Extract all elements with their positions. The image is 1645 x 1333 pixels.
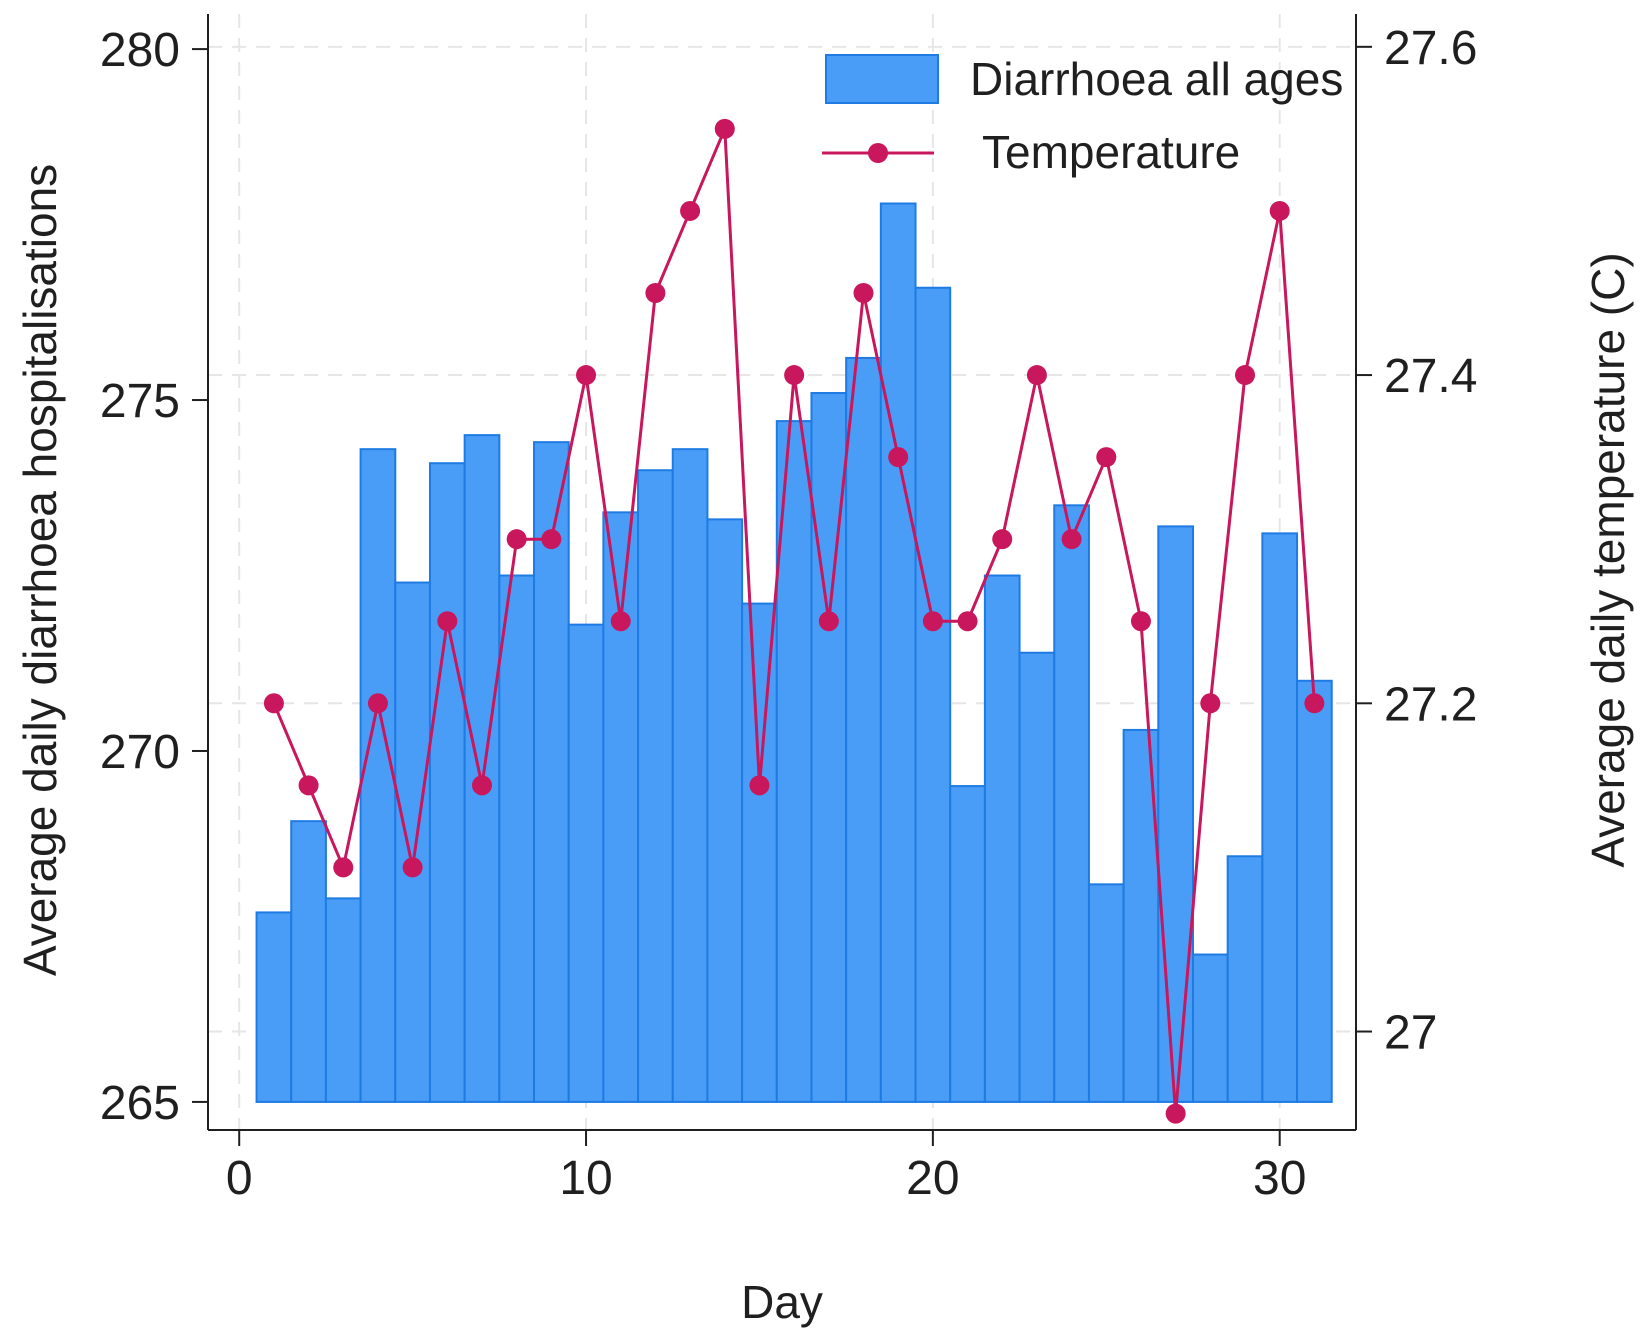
- legend-bar-swatch: [825, 54, 939, 104]
- bar-day-24: [1053, 504, 1090, 1103]
- y-left-axis-title: Average daily diarrhoea hospitalisations: [14, 164, 66, 976]
- x-tick-label-2: 20: [906, 1152, 959, 1205]
- bar-day-12: [637, 469, 674, 1103]
- temperature-point-day-25: [1096, 447, 1117, 468]
- axes-layer: 0 10 20 30 265 270 275 280 27 27.2 27.4 27.6: [100, 14, 1477, 1205]
- bar-day-7: [463, 434, 501, 1103]
- bar-day-14: [706, 518, 744, 1103]
- temperature-point-day-19: [888, 447, 909, 468]
- y-right-tick-label-2: 27.4: [1384, 350, 1477, 403]
- y-left-tick-label-3: 280: [100, 24, 180, 77]
- temperature-point-day-18: [853, 283, 874, 303]
- bar-day-28: [1191, 953, 1229, 1103]
- bar-day-11: [602, 511, 640, 1103]
- legend: Diarrhoea all ages Temperature: [822, 53, 1343, 178]
- bar-day-5: [394, 581, 431, 1103]
- temperature-point-day-17: [818, 611, 839, 632]
- bar-day-22: [983, 574, 1021, 1103]
- legend-bar-label: Diarrhoea all ages: [970, 53, 1343, 105]
- temperature-point-day-27: [1165, 1103, 1186, 1124]
- bar-day-21: [949, 785, 986, 1103]
- bar-day-2: [290, 820, 327, 1103]
- temperature-point-day-13: [680, 200, 701, 221]
- bar-day-13: [671, 448, 709, 1103]
- temperature-point-day-12: [645, 283, 666, 303]
- temperature-point-day-30: [1269, 200, 1290, 221]
- temperature-point-day-5: [402, 857, 423, 878]
- bar-day-23: [1018, 651, 1056, 1103]
- temperature-point-day-16: [784, 365, 805, 386]
- y-left-tick-label-1: 270: [100, 726, 180, 779]
- bar-day-25: [1087, 883, 1125, 1103]
- temperature-point-day-14: [714, 118, 735, 139]
- bar-day-20: [914, 286, 952, 1103]
- temperature-point-day-20: [922, 611, 943, 632]
- temperature-point-day-28: [1200, 693, 1221, 714]
- temperature-point-day-1: [263, 693, 284, 714]
- legend-line-marker: [868, 143, 888, 163]
- bar-day-18: [845, 356, 882, 1103]
- bar-day-29: [1226, 855, 1264, 1103]
- temperature-point-day-3: [333, 857, 354, 878]
- temperature-point-day-31: [1304, 693, 1325, 714]
- bar-day-16: [775, 420, 813, 1103]
- x-tick-label-3: 30: [1253, 1152, 1306, 1205]
- x-tick-label-0: 0: [226, 1152, 253, 1205]
- legend-line-label: Temperature: [982, 126, 1240, 178]
- bar-day-19: [879, 202, 917, 1103]
- bar-day-10: [567, 623, 605, 1103]
- x-tick-label-1: 10: [559, 1152, 612, 1205]
- temperature-point-day-4: [367, 693, 388, 714]
- y-right-tick-label-3: 27.6: [1384, 22, 1477, 75]
- bar-day-4: [359, 448, 397, 1103]
- y-right-tick-label-0: 27: [1384, 1007, 1437, 1060]
- temperature-point-day-24: [1061, 529, 1082, 550]
- x-axis-title: Day: [741, 1276, 823, 1328]
- temperature-point-day-7: [471, 775, 492, 796]
- bar-day-15: [741, 602, 778, 1103]
- line-layer: [263, 118, 1325, 1124]
- y-right-axis-title: Average daily temperature (C): [1582, 252, 1634, 867]
- bar-day-27: [1157, 525, 1194, 1103]
- bar-day-8: [498, 574, 536, 1103]
- temperature-point-day-6: [437, 611, 458, 632]
- temperature-point-day-26: [1130, 611, 1151, 632]
- temperature-point-day-11: [610, 611, 631, 632]
- bar-day-30: [1261, 532, 1299, 1103]
- bar-day-1: [255, 911, 293, 1103]
- bar-day-6: [428, 462, 466, 1103]
- bar-day-3: [324, 897, 362, 1103]
- y-left-tick-label-0: 265: [100, 1077, 180, 1130]
- temperature-point-day-15: [749, 775, 770, 796]
- temperature-point-day-10: [576, 365, 597, 386]
- temperature-point-day-29: [1235, 365, 1256, 386]
- bar-day-31: [1296, 679, 1333, 1103]
- temperature-point-day-2: [298, 775, 319, 796]
- temperature-point-day-9: [541, 529, 562, 550]
- temperature-point-day-8: [506, 529, 527, 550]
- temperature-point-day-23: [1026, 365, 1047, 386]
- y-left-tick-label-2: 275: [100, 375, 180, 428]
- y-right-tick-label-1: 27.2: [1384, 678, 1477, 731]
- bar-day-9: [533, 441, 570, 1103]
- temperature-point-day-22: [992, 529, 1013, 550]
- bars-layer: [255, 202, 1333, 1103]
- temperature-point-day-21: [957, 611, 978, 632]
